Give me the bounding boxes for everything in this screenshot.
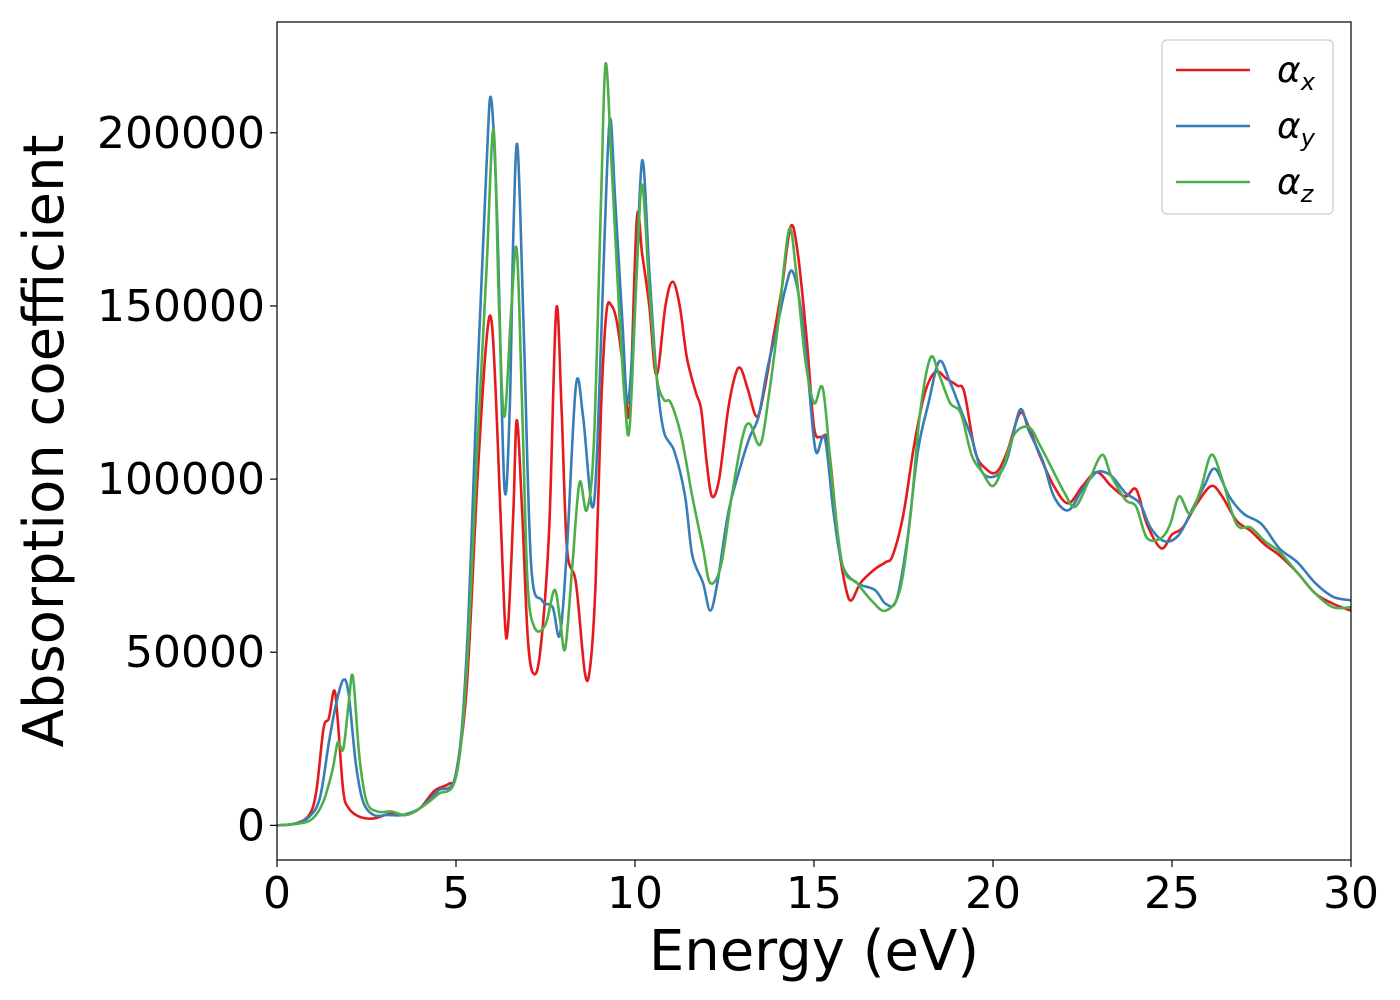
y-tick-label: 0 [237,800,265,851]
series-line-alpha-x [277,210,1351,827]
x-tick-label: 15 [786,868,842,919]
y-axis-title: Absorption coefficient [12,135,77,748]
y-tick-label: 150000 [97,281,265,332]
x-tick-label: 20 [965,868,1021,919]
series-line-alpha-z [277,62,1351,827]
y-tick-label: 200000 [97,108,265,159]
legend-label-alpha-y: αy [1277,106,1316,152]
x-tick-label: 30 [1323,868,1379,919]
ticks-layer: 0 5 10 15 20 25 30 0 50000 100000 150000 200000 [97,108,1379,919]
y-tick-label: 50000 [125,627,265,678]
y-tick-label: 100000 [97,454,265,505]
x-axis-title: Energy (eV) [649,919,979,984]
series-layer [277,62,1351,827]
x-tick-label: 25 [1144,868,1200,919]
x-tick-label: 5 [442,868,470,919]
x-tick-label: 10 [607,868,663,919]
x-tick-label: 0 [263,868,291,919]
legend-label-alpha-x: αx [1277,50,1316,96]
series-line-alpha-y [277,95,1351,827]
